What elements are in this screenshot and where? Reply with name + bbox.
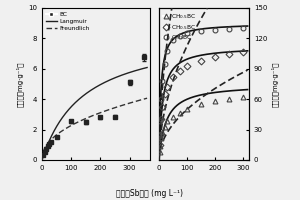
Text: 溶液中Sb含量 (mg L⁻¹): 溶液中Sb含量 (mg L⁻¹) xyxy=(116,189,184,198)
Y-axis label: 吸附量（mg·g⁻¹）: 吸附量（mg·g⁻¹） xyxy=(272,61,279,107)
Legend: BC, Langmuir, Freundlich: BC, Langmuir, Freundlich xyxy=(45,11,90,32)
Y-axis label: 吸附量（mg·g⁻¹）: 吸附量（mg·g⁻¹） xyxy=(16,61,24,107)
Legend: CH$_{0.5}$BC, CH$_{0.5}$BC, CH$_1$BC: CH$_{0.5}$BC, CH$_{0.5}$BC, CH$_1$BC xyxy=(162,11,197,43)
